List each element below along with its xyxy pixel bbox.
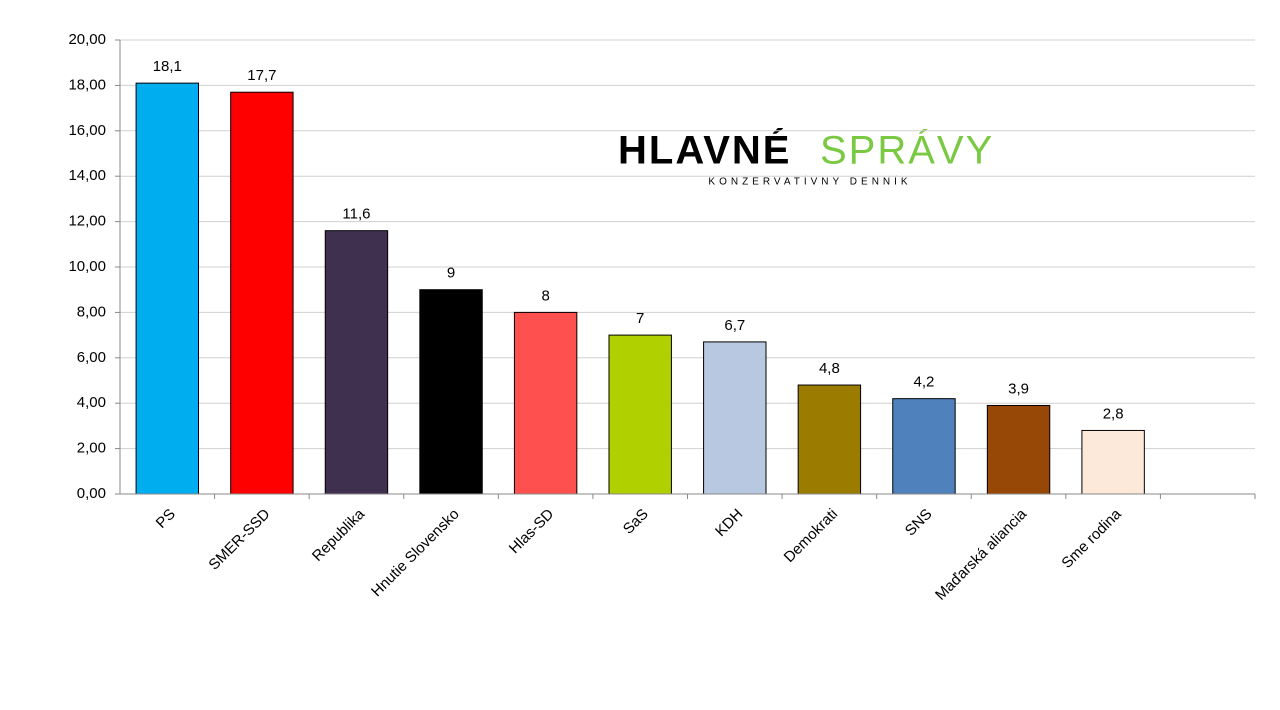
bar [986,404,1051,495]
y-tick-label: 20,00 [68,31,106,48]
bar [797,384,862,495]
x-tick-label: Maďarská aliancia [932,505,1031,604]
value-label: 6,7 [724,317,745,334]
bar [1081,429,1145,495]
bar [324,230,389,495]
bar [135,82,200,495]
value-label: 7 [636,310,644,327]
bar [230,91,294,495]
x-tick-label: Republika [309,505,369,565]
x-tick-label: KDH [712,506,746,540]
logo-box [592,72,1030,240]
y-tick-label: 6,00 [77,349,106,366]
value-label: 4,2 [914,374,935,391]
x-tick-label: Sme rodina [1058,505,1125,572]
logo-word1: HLAVNÉ [618,128,791,173]
y-tick-label: 2,00 [77,440,106,457]
logo-word2: SPRÁVY [820,128,994,173]
x-tick-label: PS [153,506,179,532]
value-label: 18,1 [153,58,182,75]
logo-tagline: KONZERVATÍVNY DENNÍK [708,175,911,188]
bar [608,334,672,495]
x-tick-label: SaS [620,506,652,538]
x-tick-label: Demokrati [781,506,841,566]
y-tick-label: 4,00 [77,394,106,411]
y-tick-label: 10,00 [68,258,106,275]
y-tick-label: 14,00 [68,167,106,184]
y-tick-label: 8,00 [77,303,106,320]
x-tick-label: SNS [902,506,936,540]
value-label: 17,7 [247,67,276,84]
x-tick-label: SMER-SSD [205,506,273,574]
y-tick-label: 12,00 [68,213,106,230]
value-label: 3,9 [1008,380,1029,397]
bar [703,341,767,495]
bar [419,289,483,495]
value-label: 4,8 [819,360,840,377]
x-tick-label: Hlas-SD [506,505,558,557]
y-tick-label: 18,00 [68,76,106,93]
bar [892,398,956,495]
x-tick-label: Hnutie Slovensko [368,506,463,601]
value-label: 2,8 [1103,405,1124,422]
y-tick-label: 0,00 [77,485,106,502]
bar [513,311,578,495]
value-label: 11,6 [342,206,370,223]
value-label: 9 [447,265,455,282]
value-label: 8 [541,287,549,304]
y-tick-label: 16,00 [68,122,106,139]
